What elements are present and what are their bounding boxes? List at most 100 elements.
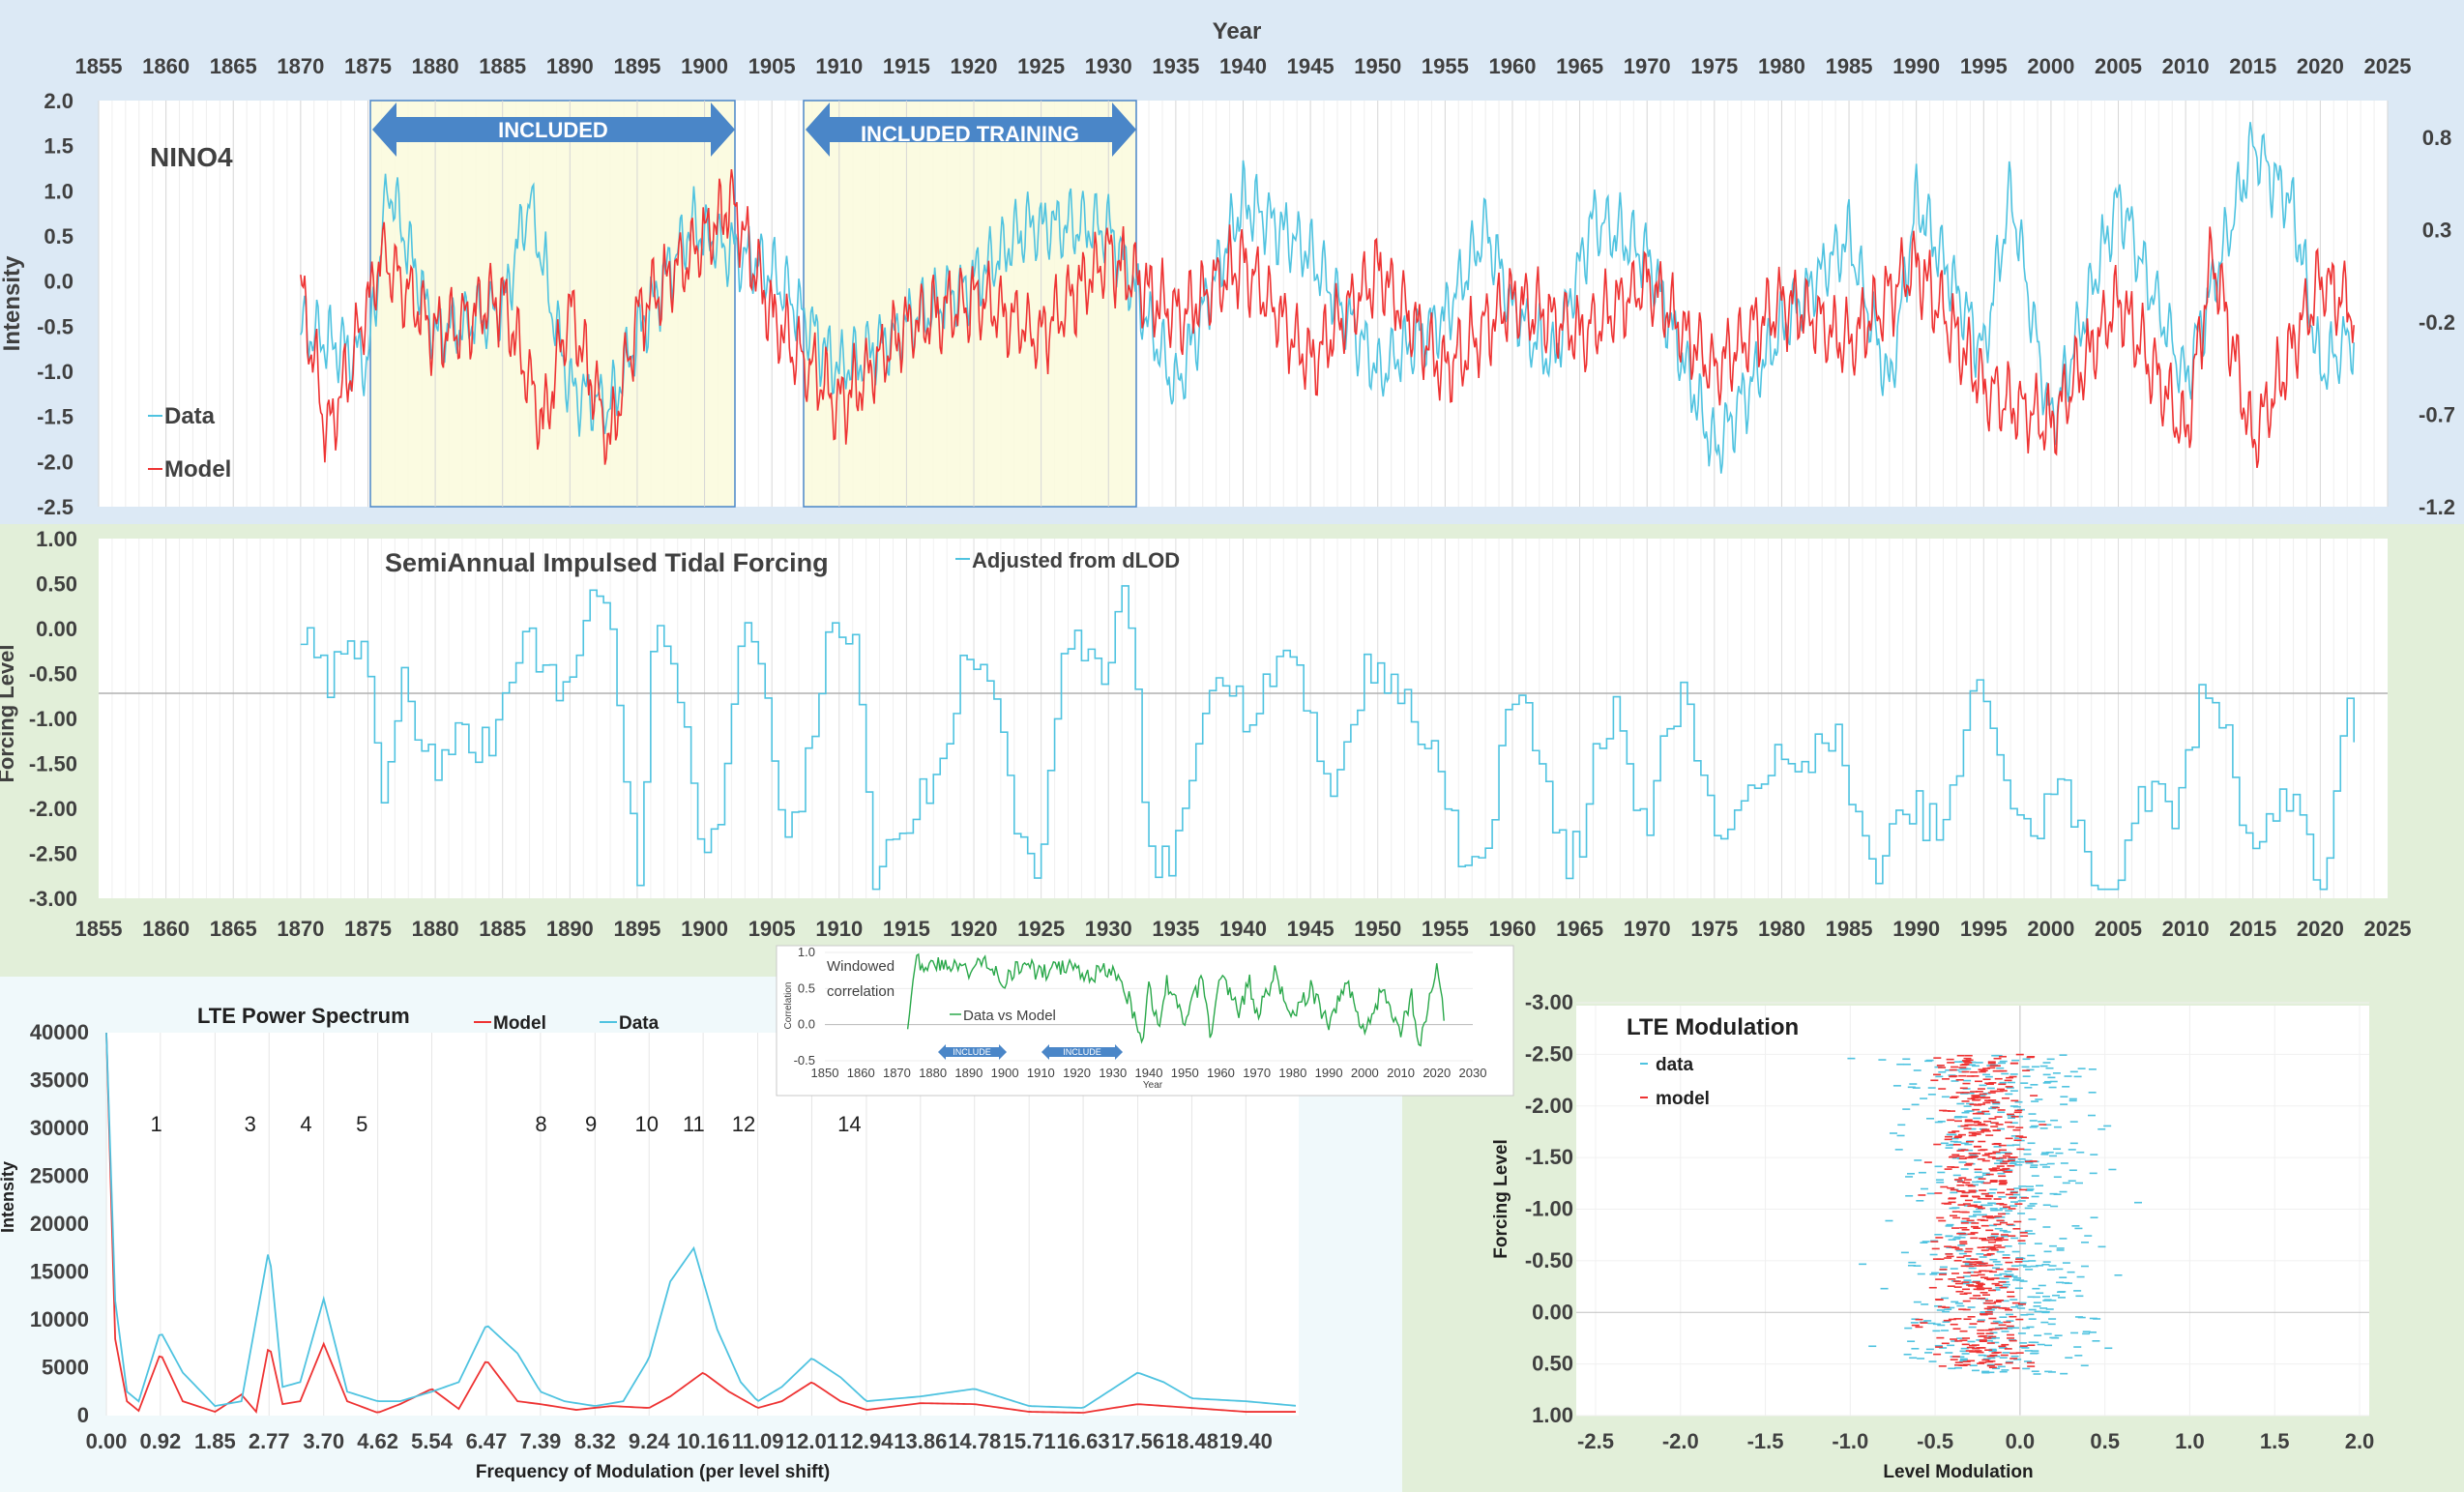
top-y-right-tick-label: 0.3 [2422,219,2452,243]
mid-x-tick-label: 2015 [2229,917,2276,941]
top-y-right-tick-label: 0.8 [2422,126,2452,150]
spectrum-x-ticks: 0.00 0.92 1.85 2.77 3.70 4.62 5.54 6.47 7.39 8.32… [86,1429,1273,1453]
spectrum-chart: LTE Power Spectrum Model Data 0.00 0.92 1.… [0,1004,1299,1482]
mid-y-tick-label: -3.00 [29,887,77,911]
modulation-title: LTE Modulation [1627,1014,1799,1040]
spectrum-peak-label: 14 [837,1112,861,1136]
top-x-tick-label: 2010 [2162,54,2210,78]
mid-y-tick-label: 0.50 [36,572,77,597]
inset-include-arrow-2: INCLUDE [1041,1044,1123,1060]
spectrum-x-tick-label: 17.56 [1111,1429,1164,1453]
nino4-label: NINO4 [150,142,233,172]
inset-y-ticks: 1.0 0.5 0.0 -0.5 [794,945,815,1068]
mid-x-tick-label: 1985 [1826,917,1873,941]
legend-model-label: Model [164,456,231,483]
top-x-tick-label: 1935 [1152,54,1199,78]
top-x-tick-label: 1870 [277,54,324,78]
modulation-y-tick-label: 1.00 [1532,1403,1573,1427]
top-x-tick-label: 1940 [1219,54,1267,78]
mid-x-tick-label: 1905 [748,917,796,941]
inset-x-tick-label: 1920 [1063,1066,1091,1080]
spectrum-y-tick-label: 25000 [30,1164,89,1188]
mid-x-tick-label: 2025 [2364,917,2412,941]
modulation-x-tick-label: -1.0 [1832,1429,1868,1453]
spectrum-legend-data-label: Data [619,1013,660,1034]
spectrum-peak-label: 12 [732,1112,755,1136]
model-series-line [300,169,2355,468]
inset-y-tick-label: 0.0 [798,1017,815,1032]
mid-y-tick-label: 0.00 [36,617,77,641]
spectrum-plot-area [106,1033,1299,1416]
spectrum-x-tick-label: 5.54 [411,1429,454,1453]
modulation-x-ticks: -2.5 -2.0 -1.5 -1.0 -0.5 0.0 0.5 1.0 1.5 2.0 [1577,1429,2374,1453]
spectrum-y-tick-label: 20000 [30,1212,89,1236]
top-x-tick-label: 1985 [1826,54,1873,78]
spectrum-x-tick-label: 15.71 [1003,1429,1056,1453]
top-gridlines-over [98,101,2389,507]
top-y-axis-label: Intensity [0,255,25,351]
mid-x-tick-label: 1955 [1422,917,1469,941]
spectrum-y-tick-label: 10000 [30,1307,89,1331]
top-series [300,122,2355,474]
top-x-tick-label: 1980 [1758,54,1805,78]
modulation-y-tick-label: 0.00 [1532,1300,1573,1324]
spectrum-x-tick-label: 9.24 [629,1429,671,1453]
modulation-y-axis-label: Forcing Level [1491,1139,1511,1259]
included-arrow: INCLUDED [372,102,735,157]
top-x-tick-label: 1895 [613,54,660,78]
inset-include-label-1: INCLUDE [953,1047,991,1057]
mid-y-tick-label: -1.00 [29,707,77,731]
inset-x-tick-label: 1940 [1135,1066,1163,1080]
spectrum-y-tick-label: 35000 [30,1068,89,1093]
inset-y-axis-label: Correlation [783,982,794,1030]
modulation-x-tick-label: -0.5 [1917,1429,1953,1453]
top-x-tick-label: 1875 [344,54,392,78]
inset-x-tick-label: 1960 [1207,1066,1235,1080]
mid-x-tick-label: 1945 [1287,917,1335,941]
inset-include-label-2: INCLUDE [1063,1047,1101,1057]
top-y-right-tick-label: -0.2 [2419,310,2455,335]
mid-x-tick-label: 1885 [479,917,526,941]
inset-x-tick-label: 2030 [1459,1066,1487,1080]
spectrum-x-tick-label: 13.86 [894,1429,947,1453]
top-x-ticks: 1855 1860 1865 1870 1875 1880 1885 1890 1895 1900… [75,54,2412,78]
top-x-tick-label: 1865 [210,54,257,78]
modulation-x-tick-label: 1.5 [2260,1429,2290,1453]
spectrum-x-tick-label: 10.16 [677,1429,730,1453]
spectrum-x-tick-label: 1.85 [194,1429,236,1453]
mid-x-tick-label: 1975 [1690,917,1738,941]
top-x-tick-label: 1900 [681,54,728,78]
inset-x-tick-label: 1860 [847,1066,875,1080]
modulation-y-tick-label: -3.00 [1525,990,1573,1014]
top-legend: Data Model [148,403,231,483]
inset-x-tick-label: 1930 [1099,1066,1127,1080]
spectrum-series [105,1032,1297,1415]
spectrum-x-tick-label: 11.09 [732,1429,784,1453]
modulation-x-tick-label: -2.0 [1662,1429,1699,1453]
top-x-tick-label: 1950 [1354,54,1401,78]
modulation-x-tick-label: 0.5 [2090,1429,2120,1453]
inset-x-tick-label: 1950 [1171,1066,1199,1080]
mid-x-tick-label: 1870 [277,917,324,941]
modulation-x-tick-label: -2.5 [1577,1429,1614,1453]
mid-x-tick-label: 1855 [75,917,123,941]
spectrum-title: LTE Power Spectrum [197,1004,410,1028]
spectrum-peak-labels: 1 3 4 5 8 9 10 11 12 14 [151,1112,862,1136]
top-y-tick-label: 1.0 [44,179,73,203]
inset-gridlines [825,951,1473,1062]
mid-x-tick-label: 1915 [883,917,930,941]
spectrum-peak-label: 10 [635,1112,659,1136]
spectrum-x-tick-label: 8.32 [574,1429,616,1453]
top-x-tick-label: 1905 [748,54,796,78]
mid-x-ticks: 1855 1860 1865 1870 1875 1880 1885 1890 1895 1900… [75,917,2412,941]
correlation-line [906,952,1445,1047]
spectrum-peak-label: 1 [151,1112,162,1136]
legend-data-label: Data [164,403,216,429]
top-y-ticks-right: 0.8 0.3 -0.2 -0.7 -1.2 [2419,126,2455,519]
top-y-tick-label: -0.5 [37,314,73,338]
mid-x-tick-label: 2020 [2297,917,2344,941]
mid-y-ticks: 1.00 0.50 0.00 -0.50 -1.00 -1.50 -2.00 -2.50 -3.… [29,527,77,911]
spectrum-peak-label: 3 [245,1112,256,1136]
included-training-arrow: INCLUDED TRAINING [806,102,1136,157]
inset-x-ticks: 1850 1860 1870 1880 1890 1900 1910 1920 1930 1940… [811,1066,1487,1080]
